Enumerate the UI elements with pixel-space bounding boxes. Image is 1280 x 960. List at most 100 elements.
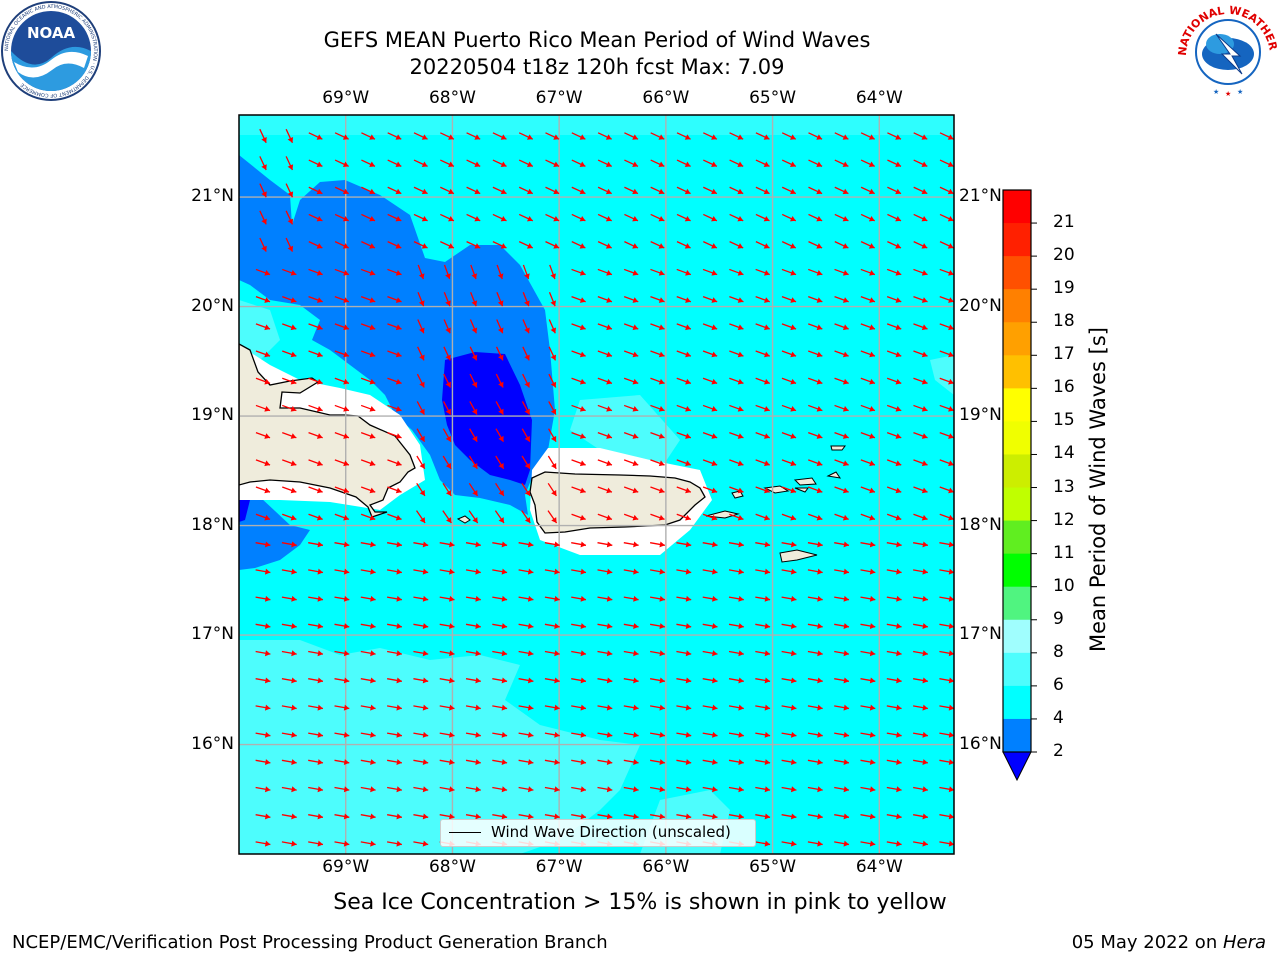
wind-wave-arrow [597,296,613,303]
wind-wave-arrow [755,677,771,684]
wind-wave-arrow [966,324,980,330]
legend-label: Wind Wave Direction (unscaled) [491,823,731,841]
wind-wave-arrow [597,432,613,439]
wind-wave-arrow [755,213,770,222]
wind-wave-arrow [676,568,692,575]
wind-wave-arrow [413,786,429,793]
wind-wave-arrow [808,241,823,249]
wind-wave-arrow [548,401,557,415]
wind-wave-arrow [413,595,429,602]
wind-wave-arrow [939,704,954,711]
wind-wave-arrow [308,323,323,331]
wind-wave-arrow [442,482,452,497]
wind-wave-arrow [571,296,586,303]
wind-wave-arrow [416,401,425,415]
wind-wave-arrow [571,568,587,575]
wind-wave-arrow [255,541,271,548]
wind-wave-arrow [808,350,823,358]
wind-wave-arrow [702,595,718,602]
wind-wave-arrow [939,404,954,412]
wave-period-6-8-zone-west [239,300,280,360]
wind-wave-arrow [913,377,928,385]
wind-wave-arrow [255,323,271,331]
wind-wave-arrow [702,486,718,494]
lat-tick-label-right: 16°N [959,733,1002,754]
wind-wave-arrow [781,568,797,575]
wind-wave-arrow [676,404,692,412]
wind-wave-arrow [387,132,402,140]
wind-wave-arrow [834,377,849,385]
wind-wave-arrow [518,186,534,195]
wind-wave-arrow [492,623,508,629]
wind-wave-arrow [281,786,297,793]
wind-wave-arrow [544,731,560,738]
wind-wave-arrow [387,323,402,331]
wind-wave-arrow [860,731,876,738]
wind-wave-arrow [939,132,954,140]
wind-wave-arrow [860,213,875,222]
wind-wave-arrow [676,486,692,494]
wind-wave-arrow [860,568,876,575]
wind-wave-arrow [360,323,376,331]
wind-wave-arrow [807,677,823,684]
wind-wave-arrow [544,704,560,711]
lon-tick-label-top: 69°W [322,88,370,108]
colorbar-bin [1003,322,1031,356]
wind-wave-arrow [544,595,560,602]
wind-wave-arrow [597,623,613,629]
wind-wave-arrow [597,213,612,222]
wind-wave-arrow [285,183,294,198]
wind-wave-arrow [939,541,954,548]
wind-wave-arrow [334,786,350,793]
wind-wave-arrow [808,459,823,467]
wind-wave-arrow [334,296,350,303]
wind-wave-arrow [387,213,402,222]
wind-wave-arrow [259,210,267,225]
wind-wave-arrow [834,541,850,548]
wind-wave-arrow [939,268,954,276]
wind-wave-arrow [755,159,770,167]
wind-wave-arrow [387,623,402,629]
chart-title-line2: 20220504 t18z 120h fcst Max: 7.09 [409,55,785,79]
svg-text:★: ★ [1237,88,1243,96]
wind-wave-arrow [755,759,771,765]
wind-wave-arrow [623,704,639,711]
wind-wave-arrow [417,291,425,307]
wind-wave-arrow [334,350,350,358]
wind-wave-arrow [308,623,324,629]
wind-wave-arrow [781,213,797,222]
wind-wave-arrow [548,373,557,388]
wind-wave-arrow [728,786,744,793]
wind-wave-arrow [468,455,478,470]
wind-wave-arrow [966,759,981,765]
wind-wave-arrow [360,677,376,684]
wind-wave-arrow [886,350,902,358]
wind-wave-arrow [886,677,902,684]
wind-wave-arrow [676,650,692,657]
wind-wave-arrow [387,296,402,303]
wind-wave-arrow [413,213,428,222]
wind-wave-arrow [255,623,271,629]
wind-wave-arrow [308,186,323,195]
wind-wave-arrow [781,595,797,602]
wind-wave-arrow [860,759,876,765]
wind-wave-arrow [702,404,718,412]
wind-wave-arrow [417,319,425,334]
wind-wave-arrow [755,486,770,494]
wind-wave-arrow [781,677,797,684]
colorbar-tick-label: 19 [1053,278,1075,299]
wind-wave-arrow [834,840,850,847]
wind-wave-arrow [360,595,376,602]
wind-wave-arrow [729,159,744,167]
wind-wave-arrow [860,350,876,358]
wind-wave-arrow [281,595,297,602]
wind-wave-arrow [676,159,691,167]
wind-wave-arrow [834,268,849,276]
colorbar-bin [1003,355,1031,389]
wind-wave-arrow [781,840,797,847]
wind-wave-arrow [334,568,350,575]
wind-wave-arrow [308,813,324,820]
wind-wave-arrow [571,623,587,629]
wind-wave-arrow [571,759,587,765]
wind-wave-arrow [518,159,534,167]
